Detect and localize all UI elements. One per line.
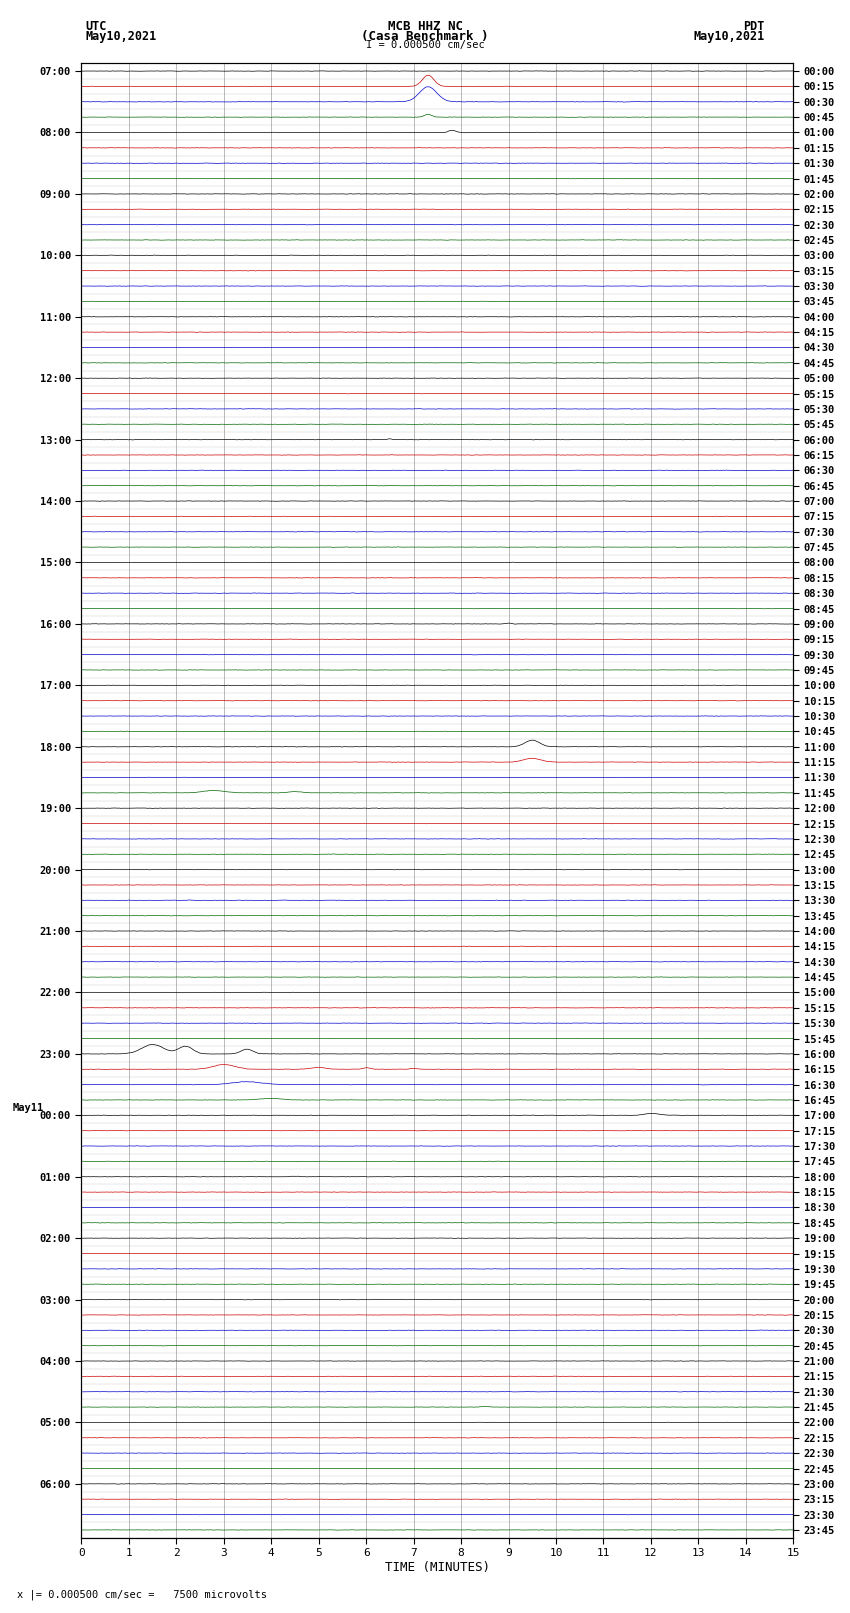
Text: I = 0.000500 cm/sec: I = 0.000500 cm/sec bbox=[366, 39, 484, 50]
Text: (Casa Benchmark ): (Casa Benchmark ) bbox=[361, 31, 489, 44]
Text: UTC: UTC bbox=[85, 19, 106, 34]
Text: PDT: PDT bbox=[744, 19, 765, 34]
Text: x |= 0.000500 cm/sec =   7500 microvolts: x |= 0.000500 cm/sec = 7500 microvolts bbox=[17, 1589, 267, 1600]
Text: May10,2021: May10,2021 bbox=[85, 31, 156, 44]
Text: MCB HHZ NC: MCB HHZ NC bbox=[388, 19, 462, 34]
X-axis label: TIME (MINUTES): TIME (MINUTES) bbox=[385, 1561, 490, 1574]
Text: May10,2021: May10,2021 bbox=[694, 31, 765, 44]
Text: May11: May11 bbox=[12, 1103, 43, 1113]
